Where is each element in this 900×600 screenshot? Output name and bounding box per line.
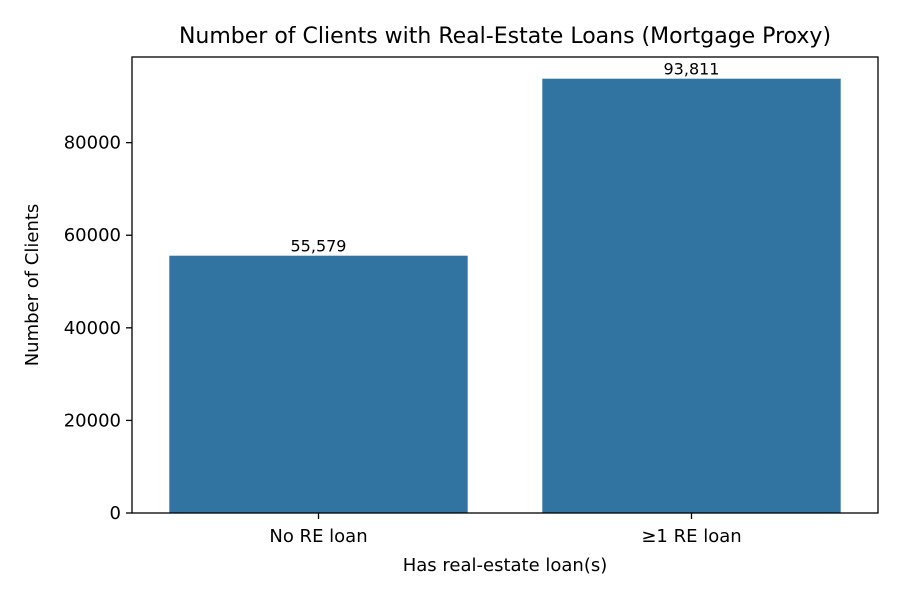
plot-frame bbox=[131, 56, 879, 514]
bar-value-label: 93,811 bbox=[664, 60, 720, 79]
x-axis: No RE loan ≥1 RE loan bbox=[269, 513, 742, 547]
y-axis: 0 20000 40000 60000 80000 bbox=[64, 133, 132, 524]
x-axis-label: Has real-estate loan(s) bbox=[403, 555, 608, 576]
bars-layer bbox=[169, 78, 841, 513]
bar-value-label: 55,579 bbox=[291, 237, 347, 256]
data-labels-layer: 55,579 93,811 bbox=[291, 60, 720, 256]
bar bbox=[169, 255, 468, 513]
y-tick-label: 60000 bbox=[64, 225, 121, 246]
x-tick-label: ≥1 RE loan bbox=[641, 526, 741, 547]
y-tick-label: 40000 bbox=[64, 318, 121, 339]
y-tick-label: 20000 bbox=[64, 410, 121, 431]
chart-title: Number of Clients with Real-Estate Loans… bbox=[179, 24, 831, 49]
x-tick-label: No RE loan bbox=[269, 526, 367, 547]
bar bbox=[542, 78, 841, 513]
y-axis-label: Number of Clients bbox=[22, 204, 43, 367]
y-tick-label: 0 bbox=[110, 503, 121, 524]
y-tick-label: 80000 bbox=[64, 133, 121, 154]
